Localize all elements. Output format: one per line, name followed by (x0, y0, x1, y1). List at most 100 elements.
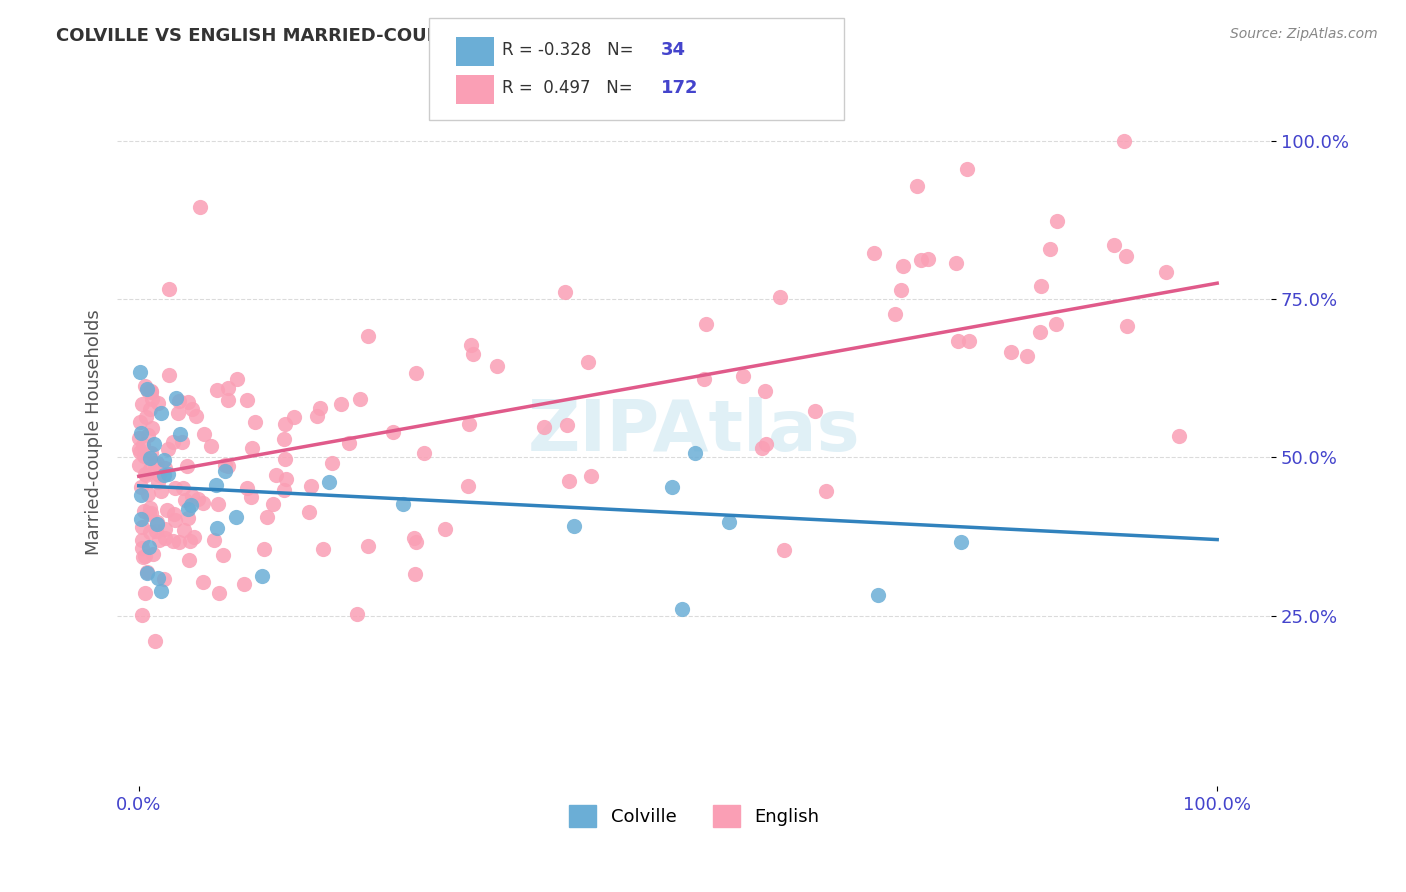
Point (138, 541, 160, 555)
Point (695, 318, 717, 332)
Point (153, 468, 176, 483)
Point (177, 394, 200, 409)
Point (329, 397, 352, 411)
Point (235, 481, 257, 495)
Point (256, 510, 278, 524)
Point (143, 456, 166, 470)
Point (131, 520, 153, 534)
Point (134, 378, 156, 392)
Point (274, 417, 297, 432)
Text: Source: ZipAtlas.com: Source: ZipAtlas.com (1230, 27, 1378, 41)
Point (181, 402, 204, 417)
Point (157, 368, 180, 382)
Point (457, 479, 479, 493)
Point (262, 497, 284, 511)
Point (205, 383, 228, 397)
Point (754, 384, 776, 398)
Point (1045, 318, 1067, 332)
Point (131, 607, 153, 622)
Point (146, 515, 169, 529)
Point (179, 534, 201, 549)
Point (434, 522, 457, 536)
Point (138, 507, 160, 521)
Point (136, 565, 159, 579)
Point (1115, 249, 1137, 263)
Point (211, 548, 233, 562)
Point (153, 522, 176, 536)
Point (141, 506, 163, 520)
Point (1029, 279, 1052, 293)
Point (131, 425, 153, 440)
Point (1000, 344, 1022, 359)
Point (152, 572, 174, 586)
Point (273, 432, 295, 446)
Point (132, 504, 155, 518)
Point (183, 530, 205, 544)
Point (156, 503, 179, 517)
Point (166, 406, 188, 420)
Point (128, 365, 150, 379)
Point (1046, 214, 1069, 228)
Point (555, 417, 578, 432)
Point (132, 550, 155, 565)
Point (132, 438, 155, 452)
Point (693, 372, 716, 386)
Point (946, 334, 969, 349)
Point (205, 521, 228, 535)
Point (169, 426, 191, 441)
Point (173, 492, 195, 507)
Point (804, 403, 827, 417)
Point (337, 436, 360, 450)
Point (138, 427, 160, 442)
Point (404, 566, 426, 581)
Point (139, 450, 162, 465)
Point (579, 469, 602, 483)
Point (159, 283, 181, 297)
Point (167, 535, 190, 549)
Text: 172: 172 (661, 78, 699, 96)
Point (890, 283, 912, 297)
Point (307, 409, 329, 424)
Text: 34: 34 (661, 42, 686, 60)
Point (143, 634, 166, 648)
Point (253, 542, 276, 557)
Point (135, 467, 157, 482)
Point (346, 607, 368, 621)
Point (814, 483, 837, 498)
Point (214, 464, 236, 478)
Point (458, 417, 481, 431)
Point (148, 533, 170, 547)
Point (266, 467, 288, 482)
Point (486, 359, 509, 373)
Point (205, 477, 228, 491)
Point (153, 531, 176, 545)
Point (131, 541, 153, 555)
Point (312, 542, 335, 557)
Point (405, 366, 427, 380)
Point (141, 421, 163, 435)
Point (225, 372, 247, 386)
Point (148, 571, 170, 585)
Point (1017, 349, 1039, 363)
Point (773, 543, 796, 558)
Point (917, 252, 939, 267)
Point (308, 401, 330, 415)
Point (276, 472, 298, 486)
Point (769, 290, 792, 304)
Point (134, 410, 156, 425)
Point (187, 491, 209, 506)
Point (180, 498, 202, 512)
Point (132, 449, 155, 463)
Point (891, 259, 914, 273)
Point (150, 483, 173, 498)
Point (240, 441, 263, 455)
Point (131, 397, 153, 411)
Point (177, 553, 200, 567)
Legend: Colville, English: Colville, English (562, 797, 827, 834)
Text: R =  0.497   N=: R = 0.497 N= (502, 78, 638, 96)
Point (136, 384, 159, 398)
Point (139, 401, 162, 416)
Point (562, 519, 585, 533)
Point (152, 453, 174, 467)
Point (128, 431, 150, 445)
